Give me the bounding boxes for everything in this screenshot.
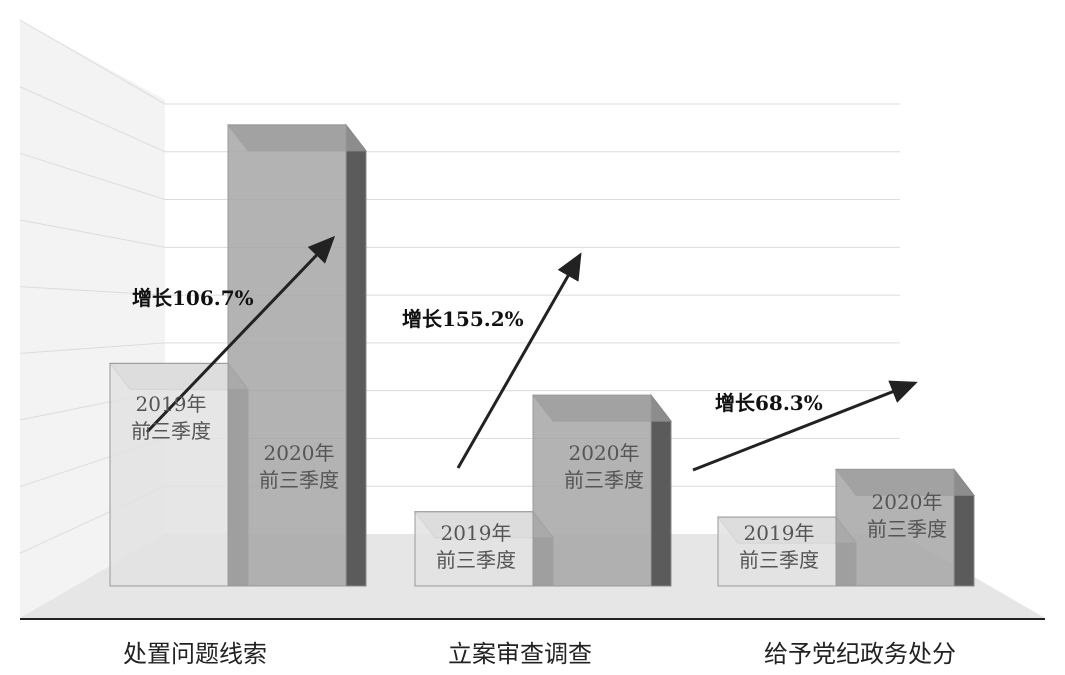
grid-line: [19, 19, 900, 105]
growth-arrow: [692, 380, 918, 472]
bar-label: 2020年 前三季度: [867, 490, 947, 542]
bar-side: [345, 123, 367, 587]
x-tick-label: 给予党纪政务处分: [764, 640, 956, 668]
x-tick-label: 处置问题线索: [123, 640, 267, 668]
bar-label: 2020年 前三季度: [564, 441, 644, 492]
annotation: 增长155.2%: [402, 307, 524, 331]
bar-label: 2020年 前三季度: [259, 441, 339, 492]
bar-label: 2019年 前三季度: [436, 521, 516, 572]
bar-label: 2019年 前三季度: [131, 392, 211, 444]
grid-line: [19, 286, 900, 296]
growth-arrow: [145, 235, 336, 434]
grid-line: [19, 152, 900, 201]
grid-line: [19, 219, 900, 248]
grid-line: [19, 86, 900, 153]
growth-arrow: [456, 252, 582, 469]
bar: [227, 124, 347, 587]
grid-line: [19, 342, 900, 354]
annotation: 增长68.3%: [715, 391, 823, 415]
bar: [414, 511, 534, 587]
bar: [532, 394, 652, 587]
x-tick-label: 立案审查调查: [448, 640, 592, 668]
annotation: 增长106.7%: [132, 286, 254, 310]
bar: [109, 362, 229, 587]
bar: [835, 468, 955, 587]
bar-label: 2019年 前三季度: [739, 521, 819, 572]
